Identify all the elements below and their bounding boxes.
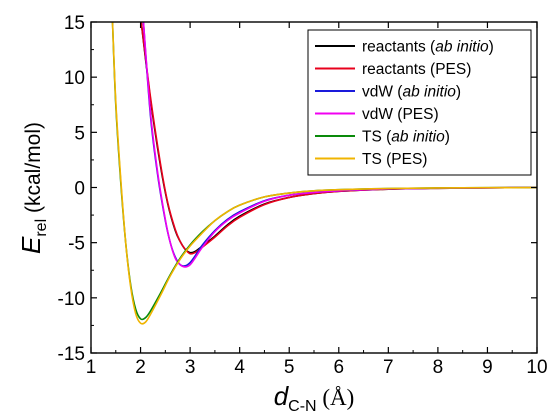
series-layer <box>111 22 537 325</box>
x-axis-label: dC-N (Å) <box>274 381 355 415</box>
y-tick-label: 5 <box>74 123 85 144</box>
x-tick-label: 6 <box>333 357 344 378</box>
y-tick-label: 10 <box>64 68 85 89</box>
y-tick-label: 15 <box>64 13 85 34</box>
x-tick-label: 2 <box>135 357 146 378</box>
x-tick-label: 1 <box>86 357 97 378</box>
x-axis-label-main: d <box>274 381 290 411</box>
legend-label-3: vdW (ab initio) <box>362 84 461 101</box>
legend-label-6: TS (PES) <box>362 151 427 168</box>
y-axis-label: Erel (kcal/mol) <box>16 122 50 254</box>
x-tick-label: 8 <box>433 357 444 378</box>
legend-label-5: TS (ab initio) <box>362 129 450 146</box>
y-tick-label: -15 <box>58 344 85 365</box>
x-axis-label-unit: (Å) <box>317 385 355 410</box>
x-axis-label-sub: C-N <box>288 398 316 415</box>
legend-box <box>307 29 532 176</box>
legend-label-2: reactants (PES) <box>362 61 471 78</box>
x-tick-label: 5 <box>284 357 295 378</box>
y-tick-label: -10 <box>58 289 85 310</box>
legend-label-4: vdW (PES) <box>362 106 439 123</box>
series-line-6 <box>111 22 537 325</box>
x-tick-label: 7 <box>383 357 394 378</box>
x-tick-label: 9 <box>482 357 493 378</box>
y-tick-label: 0 <box>74 179 85 200</box>
y-axis-label-unit: (kcal/mol) <box>22 122 45 219</box>
legend: reactants (ab initio) reactants (PES) vdW … <box>307 29 532 176</box>
x-tick-label: 4 <box>234 357 245 378</box>
legend-label-1: reactants (ab initio) <box>362 39 494 56</box>
y-axis-label-sub: rel <box>33 219 50 237</box>
y-axis-label-main: E <box>16 236 46 254</box>
x-tick-label: 3 <box>185 357 196 378</box>
tick-layer: 1 2 3 4 5 6 7 8 9 10 -15 -10 -5 0 5 10 15 <box>58 13 548 378</box>
x-tick-label: 10 <box>526 357 547 378</box>
y-tick-label: -5 <box>68 234 85 255</box>
